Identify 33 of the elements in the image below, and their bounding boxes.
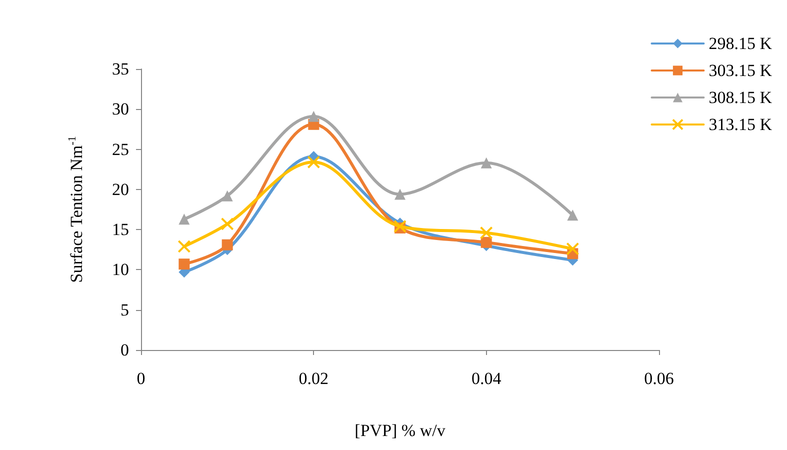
point (178, 240, 191, 253)
y-tick-label: 30 (112, 100, 129, 119)
point (308, 110, 320, 122)
y-tick-label: 5 (120, 300, 129, 320)
y-tick-label: 15 (112, 220, 129, 240)
point (480, 157, 492, 168)
legend-label: 298.15 K (708, 34, 773, 53)
y-tick-label: 10 (112, 260, 129, 280)
point (567, 210, 578, 221)
point (394, 220, 406, 233)
legend-label: 313.15 K (708, 115, 773, 134)
y-tick-label: 0 (120, 340, 129, 360)
x-tick-label: 0 (136, 369, 146, 388)
y-tick-label: 25 (112, 140, 129, 159)
point (178, 214, 190, 225)
point (222, 239, 233, 250)
y-tick-label: 20 (112, 180, 129, 199)
point (480, 226, 493, 240)
point (566, 242, 580, 256)
x-tick-label: 0.02 (298, 369, 329, 388)
x-axis-title: [PVP] % w/v (354, 421, 446, 440)
legend-label: 303.15 K (708, 61, 773, 80)
y-tick-label: 35 (112, 60, 129, 78)
point (394, 188, 406, 200)
legend-label: 308.15 K (708, 88, 773, 107)
x-tick-label: 0.04 (471, 369, 502, 388)
y-axis-title: Surface Tention Nm-1 (66, 136, 86, 283)
point (220, 217, 234, 230)
x-tick-label: 0.06 (644, 369, 674, 388)
point (178, 258, 190, 270)
point (480, 236, 492, 248)
point (222, 190, 233, 202)
point (307, 156, 320, 169)
